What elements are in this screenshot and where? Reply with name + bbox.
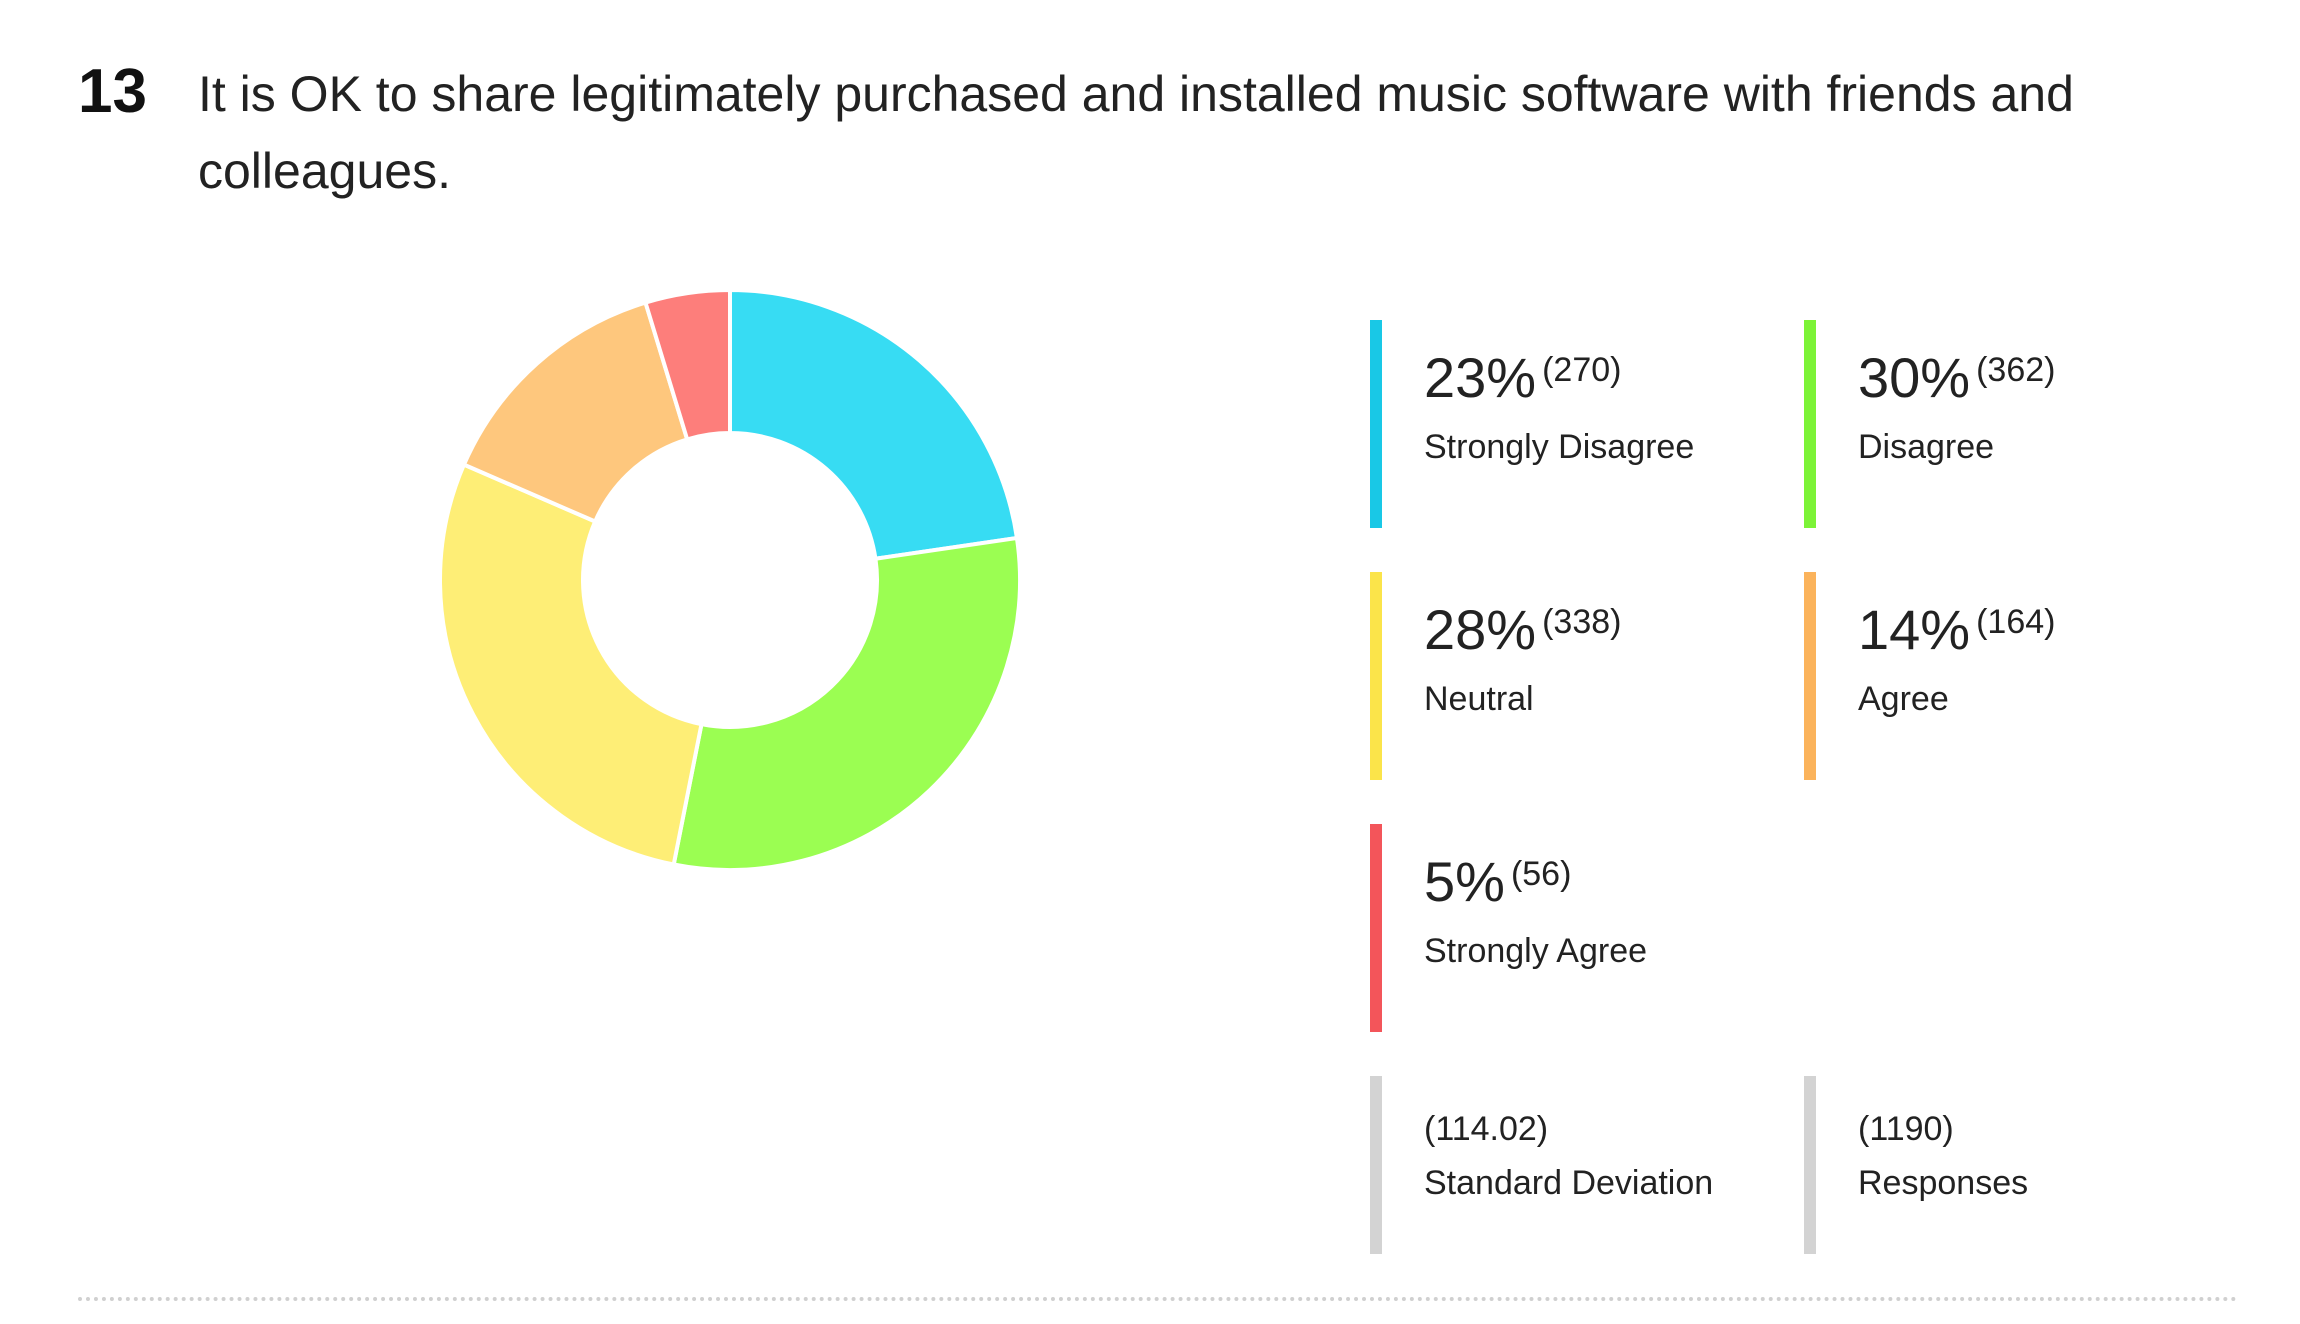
legend-label: Strongly Agree (1424, 932, 1648, 970)
donut-slice-strongly-disagree (728, 287, 1020, 561)
count-value: (164) (1976, 603, 2056, 641)
legend-percent: 30% (362) (1858, 350, 2055, 406)
legend-percent: 28% (338) (1424, 602, 1621, 658)
percent-value: 30% (1858, 346, 1971, 409)
legend-label: Strongly Disagree (1424, 428, 1695, 466)
donut-slice-neutral (438, 461, 704, 867)
count-value: (270) (1542, 351, 1622, 389)
count-value: (56) (1510, 855, 1572, 893)
stat-label: Responses (1858, 1164, 2029, 1202)
stat-standard-deviation: (114.02) Standard Deviation (1370, 1076, 1790, 1254)
legend-label: Disagree (1858, 428, 1995, 466)
legend-color-bar (1370, 824, 1382, 1032)
stat-responses: (1190) Responses (1804, 1076, 2224, 1254)
stat-color-bar (1370, 1076, 1382, 1254)
legend-color-bar (1370, 572, 1382, 780)
donut-chart (438, 287, 1022, 872)
legend-percent: 5% (56) (1424, 854, 1571, 910)
question-number: 13 (78, 57, 147, 126)
count-value: (338) (1542, 603, 1622, 641)
stat-value: (114.02) (1424, 1110, 1549, 1148)
stat-value: (1190) (1858, 1110, 1954, 1148)
legend-color-bar (1804, 572, 1816, 780)
legend-color-bar (1804, 320, 1816, 528)
count-value: (362) (1976, 351, 2056, 389)
question-text: It is OK to share legitimately purchased… (198, 66, 2074, 199)
donut-slice-disagree (671, 535, 1022, 872)
legend-label: Agree (1858, 680, 1949, 718)
section-divider (78, 1297, 2238, 1301)
legend-color-bar (1370, 320, 1382, 528)
donut-slice-strongly-agree (643, 287, 732, 442)
percent-value: 5% (1424, 850, 1505, 913)
legend-percent: 14% (164) (1858, 602, 2055, 658)
legend-strongly-agree: 5% (56) Strongly Agree (1370, 824, 1790, 1032)
stat-label: Standard Deviation (1424, 1164, 1714, 1202)
donut-slice-agree (461, 300, 690, 525)
legend-disagree: 30% (362) Disagree (1804, 320, 2224, 528)
percent-value: 28% (1424, 598, 1537, 661)
legend-agree: 14% (164) Agree (1804, 572, 2224, 780)
stat-color-bar (1804, 1076, 1816, 1254)
legend-strongly-disagree: 23% (270) Strongly Disagree (1370, 320, 1790, 528)
legend-percent: 23% (270) (1424, 350, 1621, 406)
percent-value: 23% (1424, 346, 1537, 409)
legend-neutral: 28% (338) Neutral (1370, 572, 1790, 780)
legend-label: Neutral (1424, 680, 1534, 718)
percent-value: 14% (1858, 598, 1971, 661)
